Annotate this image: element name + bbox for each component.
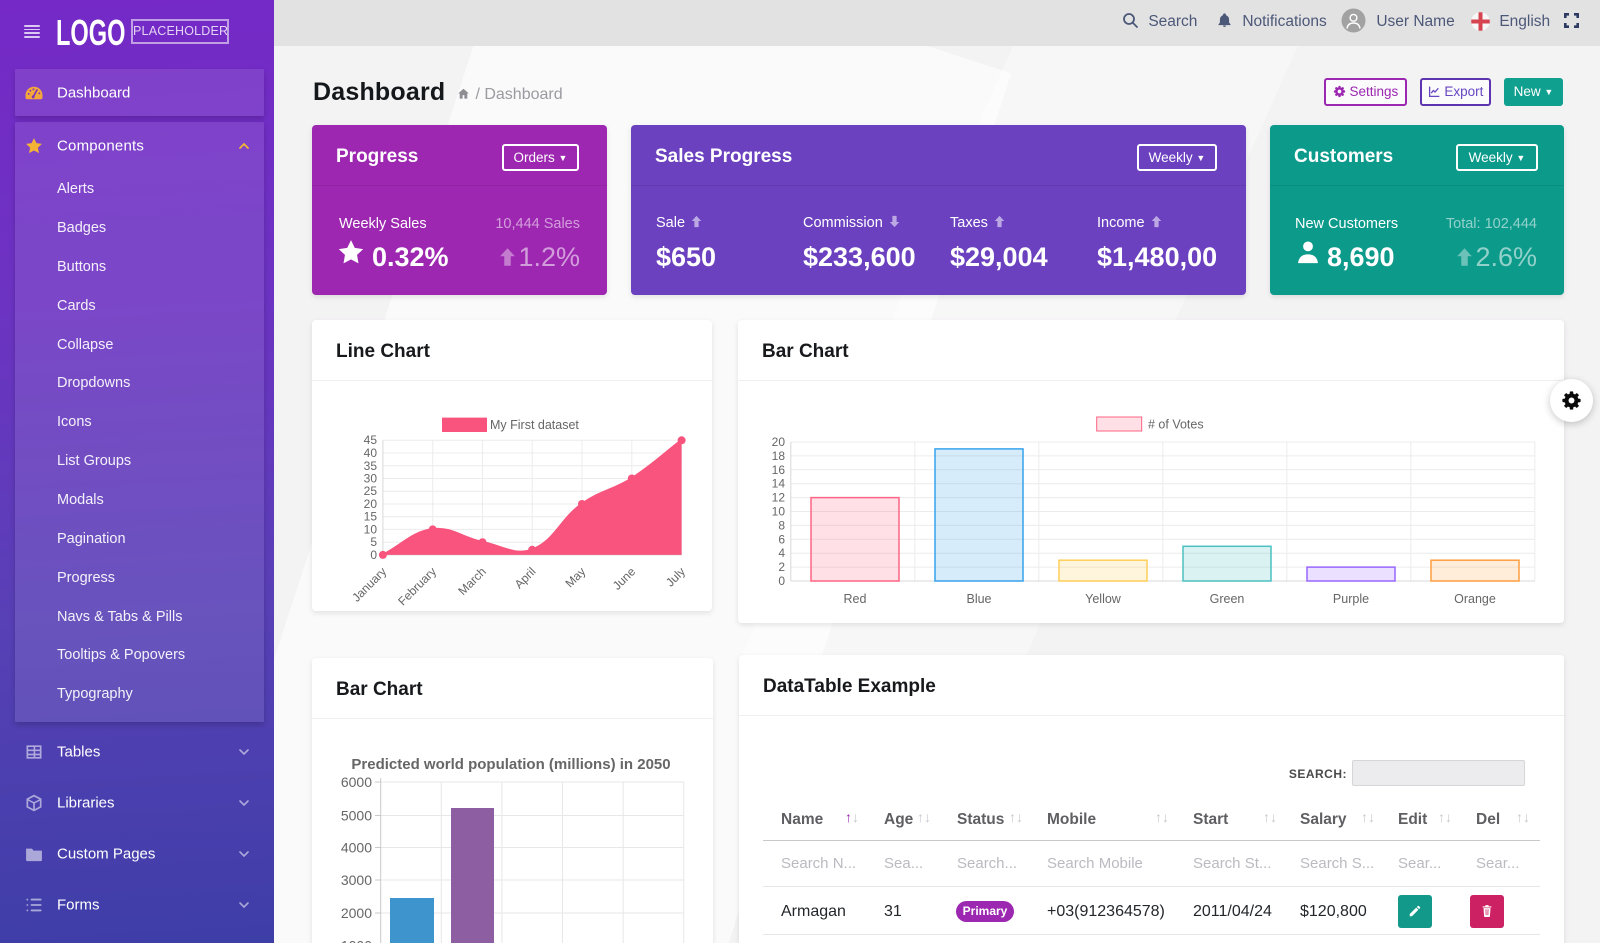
svg-text:May: May <box>562 564 588 590</box>
svg-text:Blue: Blue <box>966 592 991 606</box>
svg-text:April: April <box>512 564 539 591</box>
svg-text:Yellow: Yellow <box>1085 592 1122 606</box>
svg-text:5: 5 <box>370 535 377 549</box>
svg-text:4000: 4000 <box>341 840 372 856</box>
svg-text:35: 35 <box>364 459 378 473</box>
svg-text:40: 40 <box>364 446 378 460</box>
svg-text:July: July <box>663 564 688 589</box>
svg-text:March: March <box>455 564 488 597</box>
svg-text:June: June <box>610 564 639 593</box>
svg-text:Orange: Orange <box>1454 592 1496 606</box>
svg-text:25: 25 <box>364 484 378 498</box>
svg-text:6000: 6000 <box>341 774 372 790</box>
svg-text:1000: 1000 <box>341 938 372 943</box>
svg-text:2: 2 <box>778 560 785 574</box>
svg-text:Red: Red <box>844 592 867 606</box>
svg-text:10: 10 <box>364 522 378 536</box>
svg-text:20: 20 <box>364 497 378 511</box>
svg-text:20: 20 <box>772 435 786 449</box>
svg-text:12: 12 <box>772 491 786 505</box>
svg-text:Green: Green <box>1210 592 1245 606</box>
svg-text:15: 15 <box>364 510 378 524</box>
svg-text:My First dataset: My First dataset <box>490 418 579 432</box>
svg-text:0: 0 <box>778 574 785 588</box>
svg-text:45: 45 <box>364 433 378 447</box>
svg-text:10: 10 <box>772 505 786 519</box>
svg-text:Purple: Purple <box>1333 592 1369 606</box>
svg-text:February: February <box>395 564 439 608</box>
svg-text:14: 14 <box>772 477 786 491</box>
svg-text:5000: 5000 <box>341 808 372 824</box>
svg-text:16: 16 <box>772 463 786 477</box>
svg-text:2000: 2000 <box>341 905 372 921</box>
svg-text:30: 30 <box>364 472 378 486</box>
svg-text:3000: 3000 <box>341 872 372 888</box>
svg-text:Predicted world population (mi: Predicted world population (millions) in… <box>351 756 670 773</box>
svg-text:January: January <box>349 564 389 604</box>
svg-text:0: 0 <box>370 548 377 562</box>
svg-text:4: 4 <box>778 546 785 560</box>
svg-text:6: 6 <box>778 532 785 546</box>
svg-text:18: 18 <box>772 449 786 463</box>
svg-text:# of Votes: # of Votes <box>1148 418 1204 432</box>
svg-text:8: 8 <box>778 518 785 532</box>
